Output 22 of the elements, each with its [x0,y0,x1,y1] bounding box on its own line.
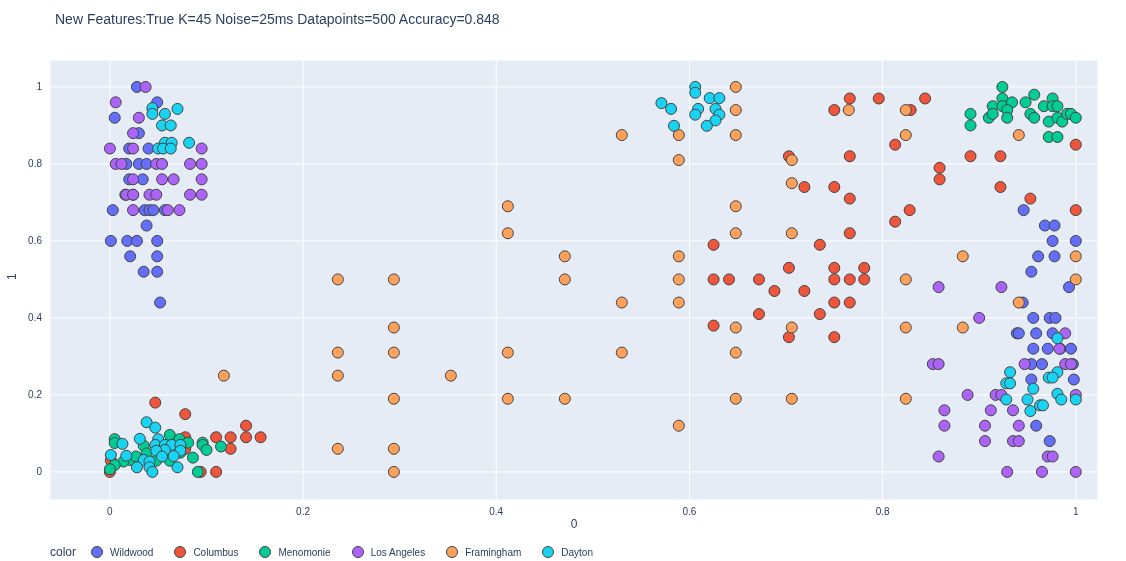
legend-label: Framingham [465,546,522,558]
legend-label: Menomonie [278,546,331,558]
y-tick-label: 0 [36,466,43,478]
x-tick-label: 0.4 [489,506,504,518]
chart-title: New Features:True K=45 Noise=25ms Datapoints=500 Accuracy=0.848 [55,11,500,27]
y-tick-label: 0.4 [28,312,43,324]
legend-title: color [50,545,77,559]
legend-label: Los Angeles [370,546,426,558]
y-tick-label: 0.8 [28,158,43,170]
legend-label: Dayton [561,546,593,558]
y-tick-label: 1 [36,81,43,93]
y-tick-label: 0.2 [28,389,43,401]
x-tick-label: 1 [1073,506,1079,518]
y-tick-label: 0.6 [28,235,43,247]
x-tick-label: 0 [107,506,114,518]
legend-label: Wildwood [110,546,154,558]
x-tick-label: 0.2 [296,506,311,518]
legend-label: Columbus [193,546,239,558]
x-tick-label: 0.8 [875,506,890,518]
x-tick-label: 0.6 [682,506,697,518]
y-axis-title: 1 [5,273,20,280]
x-axis-title: 0 [570,517,578,531]
